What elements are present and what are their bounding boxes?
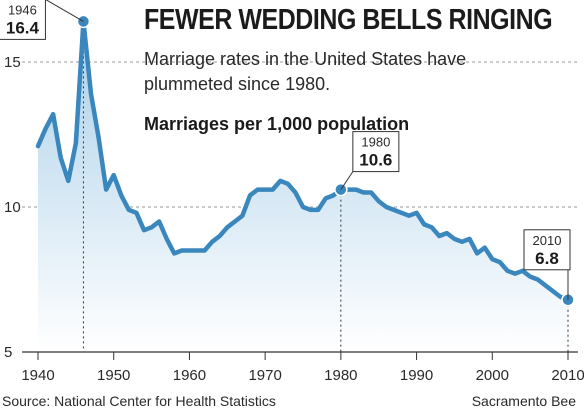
y-tick-labels: 5 10 15 — [4, 54, 21, 361]
x-tick-label: 1950 — [97, 367, 130, 384]
annotation-guides — [82, 21, 569, 352]
axes — [22, 351, 578, 360]
callout-leader — [340, 171, 354, 190]
units-label: Marriages per 1,000 population — [144, 114, 410, 134]
x-tick-label: 1940 — [21, 367, 54, 384]
source-note: Source: National Center for Health Stati… — [2, 393, 276, 409]
callout-box — [0, 0, 46, 40]
y-tick-label: 5 — [4, 344, 12, 361]
callout-box — [352, 131, 400, 173]
credit-note: Sacramento Bee — [471, 393, 576, 409]
callout-value: 6.8 — [535, 249, 559, 268]
callout-year: 1946 — [8, 2, 37, 17]
marriage-rate-line — [35, 19, 571, 303]
y-tick-label: 15 — [4, 54, 21, 71]
callout-value: 10.6 — [359, 151, 392, 170]
x-tick-label: 2000 — [476, 367, 509, 384]
x-tick-label: 1960 — [173, 367, 206, 384]
chart-title: FEWER WEDDING BELLS RINGING — [144, 4, 553, 36]
y-tick-label: 10 — [4, 199, 21, 216]
callout-year: 2010 — [533, 233, 562, 248]
callout-leader — [45, 0, 84, 22]
data-points — [76, 14, 575, 307]
x-tick-label: 1980 — [324, 367, 357, 384]
area-fill — [38, 21, 568, 353]
callout-value: 16.4 — [6, 18, 40, 37]
x-tick-label: 1970 — [248, 367, 281, 384]
callout-year: 1980 — [361, 135, 390, 150]
x-tick-labels: 1940 1950 1960 1970 1980 1990 2000 2010 — [21, 367, 584, 384]
callout-box — [523, 229, 571, 271]
x-tick-label: 1990 — [400, 367, 433, 384]
chart-subtitle: Marriage rates in the United States have… — [144, 49, 467, 94]
x-tick-label: 2010 — [551, 367, 584, 384]
